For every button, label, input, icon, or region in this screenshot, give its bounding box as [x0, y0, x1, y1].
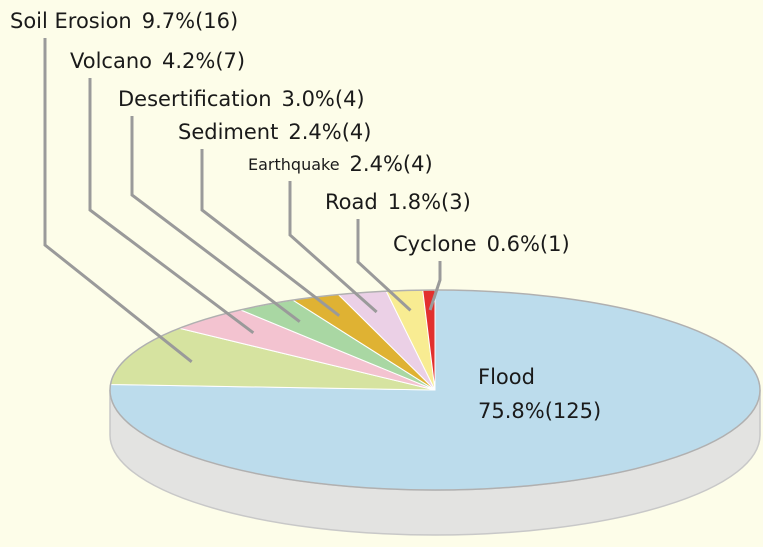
leader-line	[288, 181, 378, 314]
leader-line	[130, 116, 301, 323]
slice-label: Soil Erosion 9.7%(16)	[10, 9, 238, 33]
leader-line	[43, 38, 193, 363]
value-label: 1.8%(3)	[388, 190, 471, 214]
category-label: Earthquake	[248, 155, 340, 174]
value-label: 2.4%(4)	[288, 120, 371, 144]
value-label: 9.7%(16)	[142, 9, 238, 33]
value-label: 2.4%(4)	[350, 152, 433, 176]
category-label: Volcano	[70, 49, 152, 73]
category-label: Sediment	[178, 120, 278, 144]
slice-label: Road 1.8%(3)	[325, 190, 471, 214]
slice-label: Earthquake 2.4%(4)	[248, 152, 433, 176]
category-label: Cyclone	[393, 232, 477, 256]
category-label: Desertification	[118, 87, 272, 111]
category-label: Soil Erosion	[10, 9, 132, 33]
category-label: Flood	[478, 365, 535, 389]
slice-label: Sediment 2.4%(4)	[178, 120, 371, 144]
value-label: 3.0%(4)	[282, 87, 365, 111]
value-label: 4.2%(7)	[162, 49, 245, 73]
leader-line	[200, 149, 341, 317]
value-label: 75.8%(125)	[478, 399, 601, 423]
category-label: Road	[325, 190, 378, 214]
leader-line	[428, 261, 442, 311]
slice-label: Volcano 4.2%(7)	[70, 49, 245, 73]
leader-line	[356, 219, 412, 312]
slice-label: Cyclone 0.6%(1)	[393, 232, 570, 256]
slice-label: Desertification 3.0%(4)	[118, 87, 365, 111]
pie-outline	[109, 289, 761, 491]
slice-label: Flood 75.8%(125)	[478, 365, 601, 423]
leader-line	[88, 78, 255, 334]
value-label: 0.6%(1)	[487, 232, 570, 256]
